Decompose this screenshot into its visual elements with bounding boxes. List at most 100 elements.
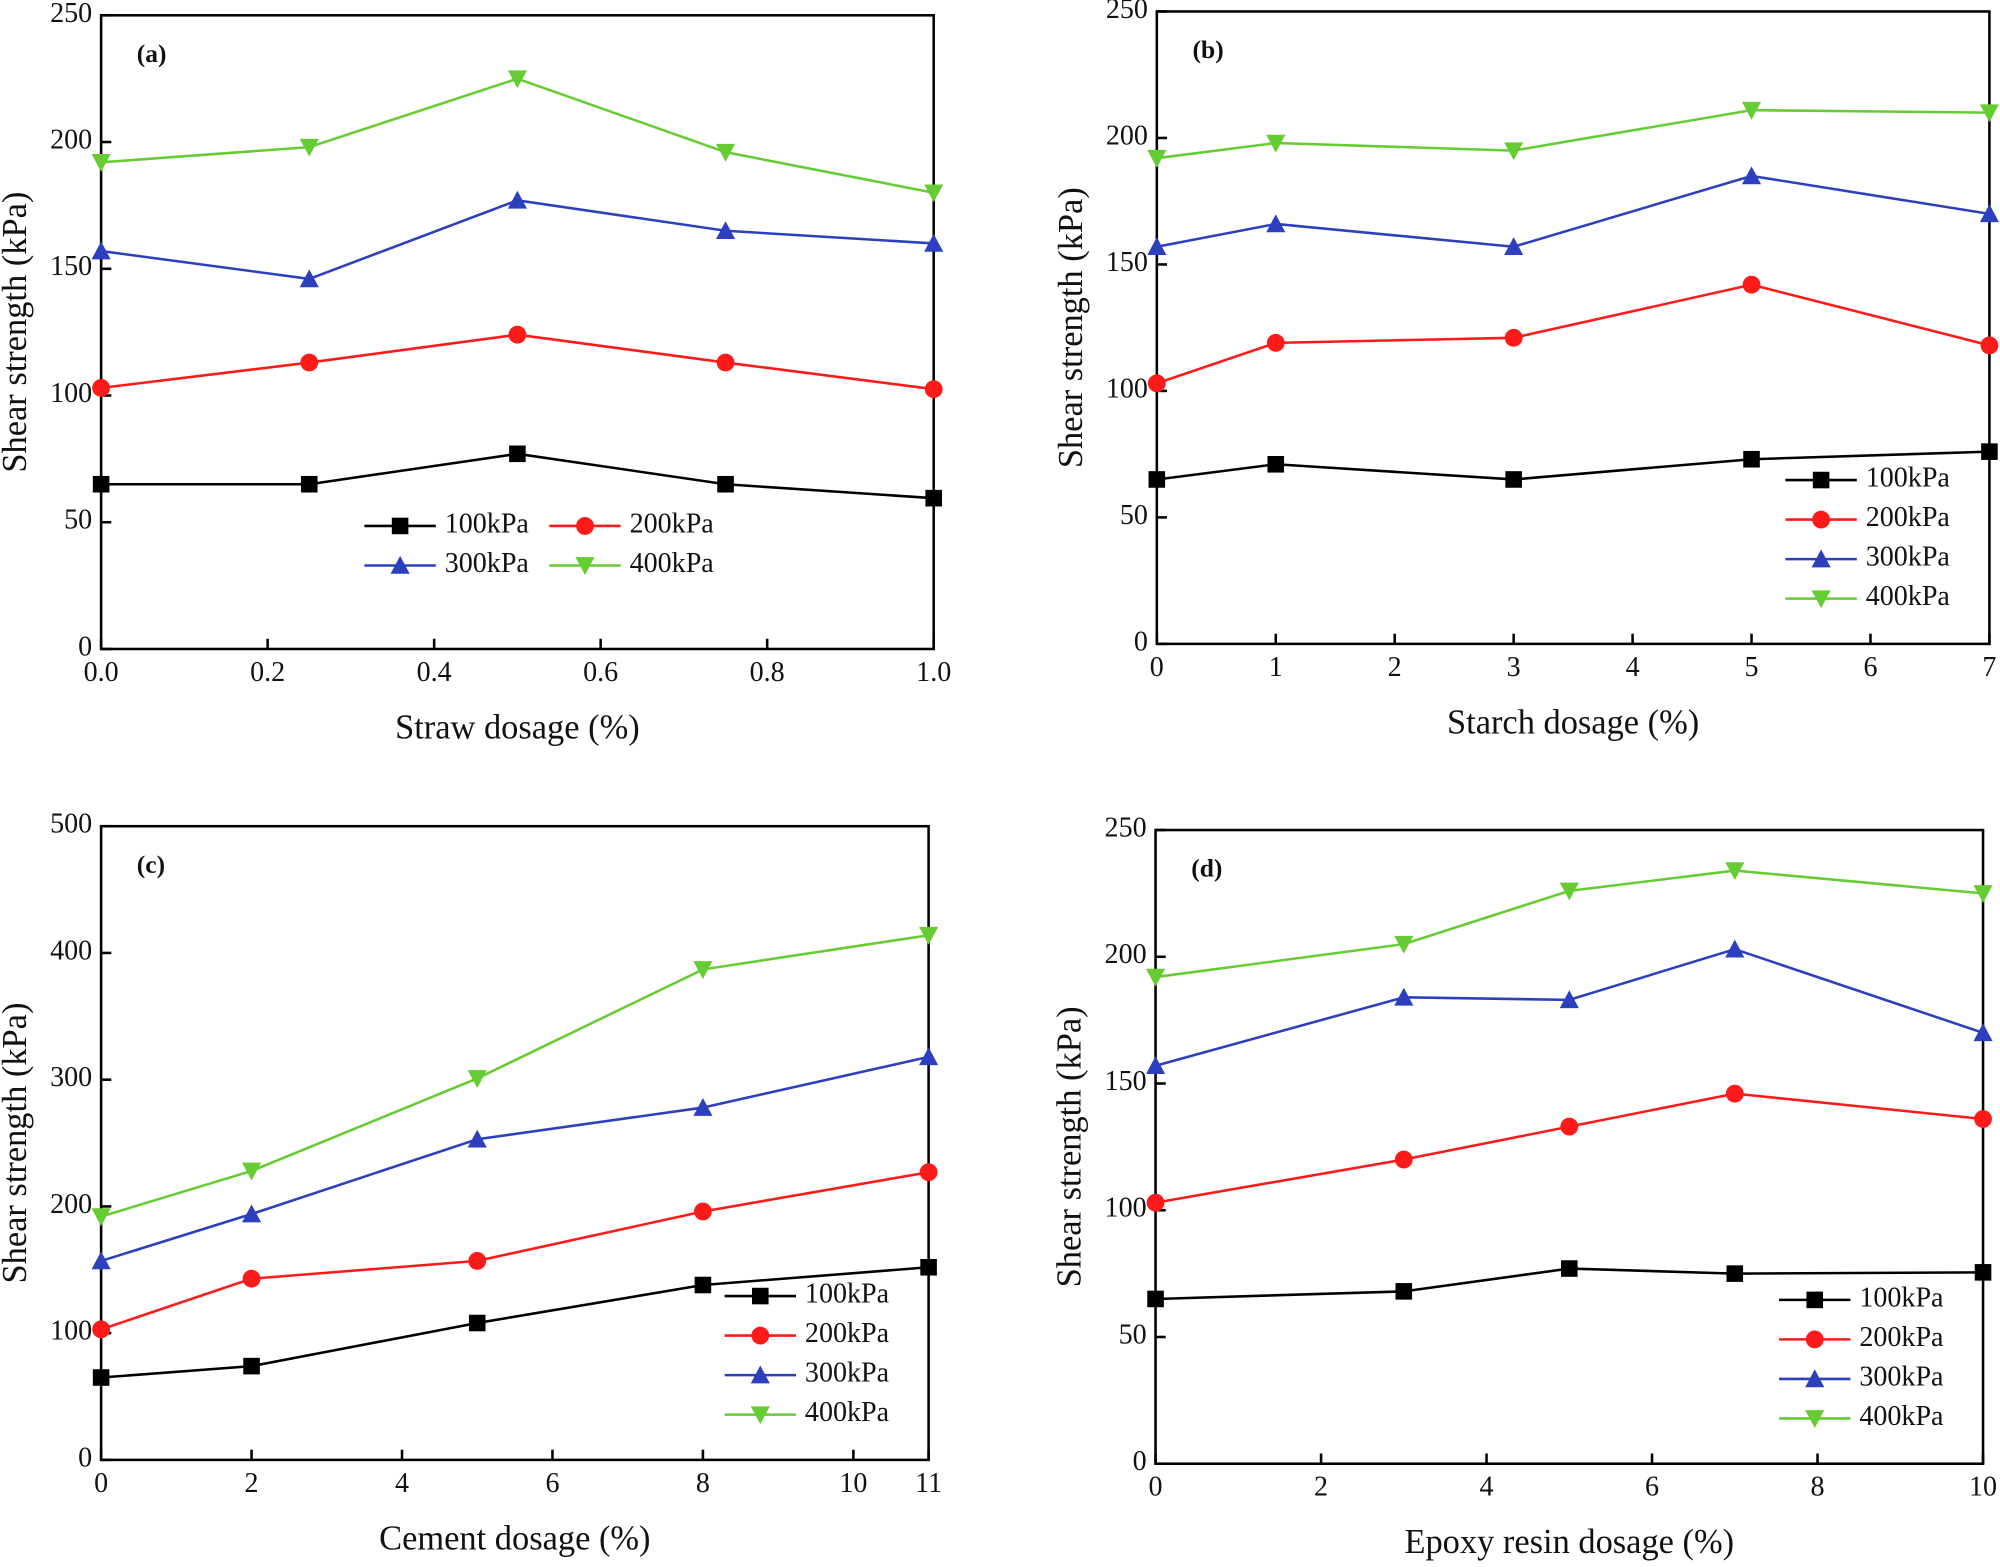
marker (467, 1129, 487, 1148)
marker (1805, 1369, 1825, 1388)
marker (1147, 374, 1166, 393)
marker (919, 926, 939, 945)
marker (1741, 101, 1762, 120)
series-line (101, 77, 934, 194)
plot-frame (1154, 828, 1985, 1465)
marker (1980, 336, 1999, 355)
marker (1742, 275, 1761, 294)
marker (1812, 471, 1830, 489)
marker (751, 1326, 770, 1345)
marker (1147, 237, 1167, 256)
y-tick-label: 200 (1106, 120, 1148, 151)
marker (1504, 142, 1524, 161)
series-line (100, 933, 929, 1218)
marker (242, 1162, 262, 1181)
legend: 100kPa 200kPa 300kPa 400kPa (364, 508, 714, 579)
marker (300, 475, 318, 493)
x-tick-label: 1.0 (916, 657, 951, 688)
marker (1267, 455, 1285, 473)
marker (1146, 1193, 1165, 1212)
y-tick-label: 100 (50, 1316, 92, 1347)
x-tick-label: 8 (1811, 1472, 1825, 1503)
marker (507, 70, 527, 89)
x-tick-label: 0 (1150, 652, 1164, 683)
plot-frame (99, 824, 930, 1462)
legend-label: 400kPa (805, 1397, 890, 1428)
legend-label: 100kPa (1866, 462, 1951, 493)
series-line (100, 1055, 929, 1263)
marker (924, 184, 944, 203)
plot-frame (1155, 10, 1991, 646)
marker (299, 138, 319, 157)
y-axis-label: Shear strength (kPa) (0, 192, 34, 473)
legend-label: 400kPa (630, 548, 715, 579)
legend: 100kPa 200kPa 300kPa 400kPa (1785, 462, 1950, 612)
marker (1145, 968, 1166, 987)
series-line (1155, 1092, 1984, 1204)
legend-label: 200kPa (1859, 1322, 1944, 1353)
marker (576, 517, 594, 535)
legend-label: 300kPa (1866, 542, 1951, 573)
marker (1394, 987, 1414, 1006)
y-tick-label: 400 (50, 935, 92, 966)
x-tick-label: 7 (1982, 652, 1996, 683)
y-axis-label: Shear strength (kPa) (1051, 1006, 1089, 1287)
y-axis-label: Shear strength (kPa) (1052, 187, 1090, 468)
x-tick-label: 6 (1645, 1472, 1659, 1503)
y-tick-label: 250 (1105, 812, 1147, 843)
marker (1504, 328, 1523, 347)
y-tick-label: 50 (1120, 500, 1148, 531)
marker (91, 154, 111, 172)
marker (693, 1202, 712, 1221)
marker (92, 378, 111, 397)
legend-label: 300kPa (445, 548, 530, 579)
marker (1394, 1150, 1413, 1169)
series-line (1156, 108, 1990, 160)
y-tick-label: 50 (64, 505, 92, 536)
series-line (100, 199, 934, 281)
legend-label: 300kPa (1859, 1361, 1944, 1392)
marker (1505, 471, 1522, 488)
legend-label: 400kPa (1859, 1401, 1944, 1432)
marker (1148, 471, 1166, 488)
marker (1805, 1410, 1825, 1429)
legend-label: 100kPa (1859, 1282, 1944, 1313)
marker (1559, 990, 1579, 1009)
marker (243, 1357, 260, 1375)
marker (1266, 134, 1286, 153)
marker (92, 1320, 111, 1339)
legend-label: 100kPa (805, 1278, 890, 1309)
marker (1811, 549, 1831, 568)
x-tick-label: 0.2 (250, 657, 285, 688)
y-tick-label: 250 (50, 0, 92, 29)
x-tick-label: 0.0 (84, 657, 119, 688)
x-tick-label: 0.8 (750, 657, 785, 688)
marker (1725, 862, 1745, 881)
series-line (1156, 174, 1990, 249)
marker (1147, 149, 1167, 168)
y-tick-label: 0 (78, 631, 92, 662)
x-tick-label: 10 (1969, 1472, 1997, 1503)
legend-label: 200kPa (1866, 502, 1951, 533)
marker (1981, 443, 1998, 460)
panel-label: (c) (137, 850, 165, 879)
legend: 100kPa 200kPa 300kPa 400kPa (724, 1278, 890, 1428)
marker (468, 1251, 487, 1270)
x-tick-label: 4 (1626, 652, 1640, 683)
panel-label: (a) (137, 39, 167, 68)
x-tick-label: 6 (545, 1468, 559, 1499)
x-tick-label: 3 (1507, 652, 1521, 683)
x-tick-label: 0 (1149, 1472, 1163, 1503)
marker (91, 1251, 111, 1270)
y-tick-label: 150 (50, 251, 92, 282)
marker (715, 143, 736, 162)
marker (924, 233, 944, 252)
marker (694, 1276, 712, 1294)
panel-label: (b) (1193, 35, 1224, 64)
marker (1805, 1330, 1824, 1349)
series-line (1156, 283, 1990, 385)
marker (750, 1365, 770, 1384)
marker (924, 380, 943, 399)
marker (575, 557, 595, 576)
